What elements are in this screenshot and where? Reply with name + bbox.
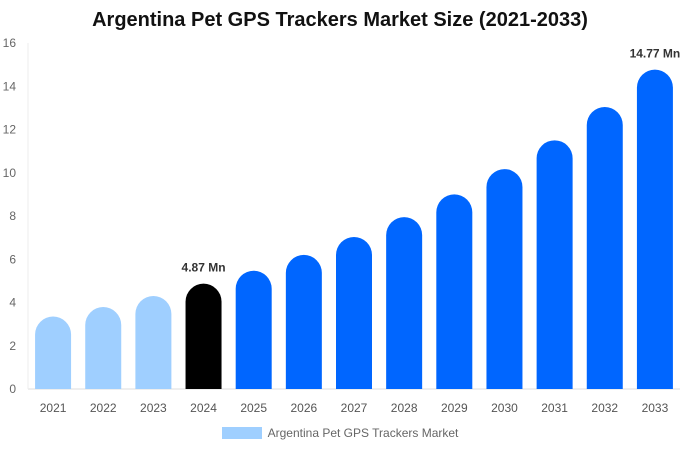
bar-2032	[586, 107, 623, 389]
bar-2026	[285, 254, 322, 389]
y-tick-label: 2	[9, 339, 16, 353]
data-label: 4.87 Mn	[182, 261, 226, 275]
chart-title: Argentina Pet GPS Trackers Market Size (…	[92, 9, 588, 31]
bar-2024	[185, 283, 222, 389]
x-tick-label: 2023	[140, 401, 167, 415]
y-tick-label: 16	[3, 36, 17, 50]
bar-2029	[436, 194, 473, 389]
legend-swatch	[221, 427, 262, 439]
bar-2030	[486, 169, 523, 389]
bar-2028	[386, 217, 423, 389]
x-tick-label: 2031	[541, 401, 568, 415]
y-tick-label: 10	[3, 166, 17, 180]
x-tick-label: 2032	[591, 401, 618, 415]
bar-2033	[636, 69, 673, 389]
x-tick-label: 2026	[290, 401, 317, 415]
x-tick-label: 2028	[391, 401, 418, 415]
x-tick-label: 2027	[341, 401, 368, 415]
bar-2023	[135, 296, 172, 389]
x-tick-label: 2029	[441, 401, 468, 415]
x-tick-label: 2024	[190, 401, 217, 415]
x-tick-label: 2030	[491, 401, 518, 415]
bar-2021	[35, 316, 72, 389]
x-tick-label: 2022	[90, 401, 117, 415]
bar-2027	[336, 236, 372, 389]
x-tick-label: 2021	[40, 401, 67, 415]
y-tick-label: 14	[3, 79, 17, 93]
y-tick-label: 4	[9, 296, 16, 310]
bar-2025	[235, 270, 272, 389]
y-tick-label: 0	[9, 382, 16, 396]
x-tick-label: 2033	[642, 401, 669, 415]
y-tick-label: 8	[9, 209, 16, 223]
x-tick-label: 2025	[240, 401, 267, 415]
legend-label: Argentina Pet GPS Trackers Market	[267, 426, 459, 440]
y-tick-label: 12	[3, 123, 17, 137]
legend: Argentina Pet GPS Trackers Market	[0, 426, 680, 440]
y-tick-label: 6	[9, 252, 16, 266]
bar-2022	[85, 307, 122, 389]
bar-2031	[536, 140, 573, 389]
data-label: 14.77 Mn	[630, 47, 680, 61]
